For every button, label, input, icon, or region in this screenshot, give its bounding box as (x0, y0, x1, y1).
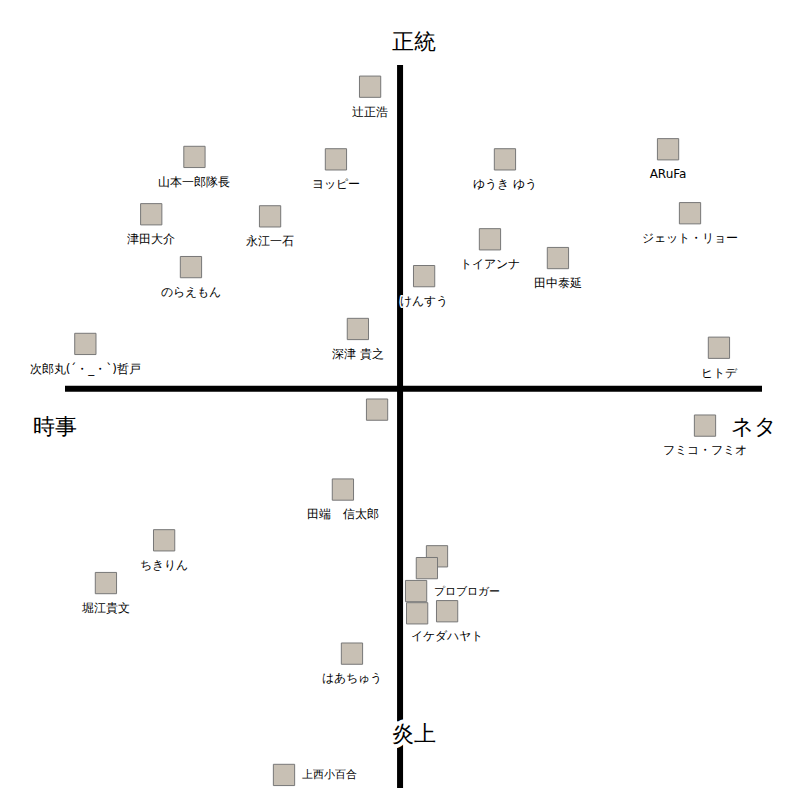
svg-text:深津 貴之: 深津 貴之 (332, 347, 384, 361)
svg-text:ヒトデ: ヒトデ (701, 366, 738, 380)
svg-text:次郎丸(´・_・`)哲戸: 次郎丸(´・_・`)哲戸 (30, 362, 141, 376)
svg-text:はあちゅう: はあちゅう (322, 671, 382, 685)
svg-text:山本一郎隊長: 山本一郎隊長 (158, 175, 230, 189)
svg-text:ちきりん: ちきりん (140, 558, 188, 572)
svg-text:ゆうき ゆう: ゆうき ゆう (473, 177, 537, 191)
svg-text:田端 信太郎: 田端 信太郎 (307, 507, 379, 521)
svg-text:時事: 時事 (33, 414, 77, 439)
svg-text:のらえもん: のらえもん (161, 285, 221, 299)
svg-text:ARuFa: ARuFa (650, 167, 687, 181)
svg-text:ヨッピー: ヨッピー (312, 177, 360, 191)
svg-text:ジェット・リョー: ジェット・リョー (642, 231, 738, 245)
svg-text:フミコ・フミオ: フミコ・フミオ (663, 443, 747, 457)
svg-text:けんすう: けんすう (400, 294, 448, 308)
svg-text:正統: 正統 (392, 29, 436, 54)
svg-text:イケダハヤト: イケダハヤト (411, 629, 483, 643)
svg-text:永江一石: 永江一石 (246, 234, 294, 248)
svg-text:炎上: 炎上 (392, 721, 436, 746)
svg-text:上西小百合: 上西小百合 (302, 768, 357, 781)
svg-text:津田大介: 津田大介 (127, 232, 175, 246)
svg-text:ネタ: ネタ (731, 414, 777, 439)
svg-text:トイアンナ: トイアンナ (460, 257, 520, 271)
svg-text:堀江貴文: 堀江貴文 (81, 601, 130, 615)
svg-text:プロブロガー: プロブロガー (434, 585, 500, 598)
svg-text:辻正浩: 辻正浩 (352, 105, 388, 119)
svg-text:田中泰延: 田中泰延 (534, 276, 582, 290)
